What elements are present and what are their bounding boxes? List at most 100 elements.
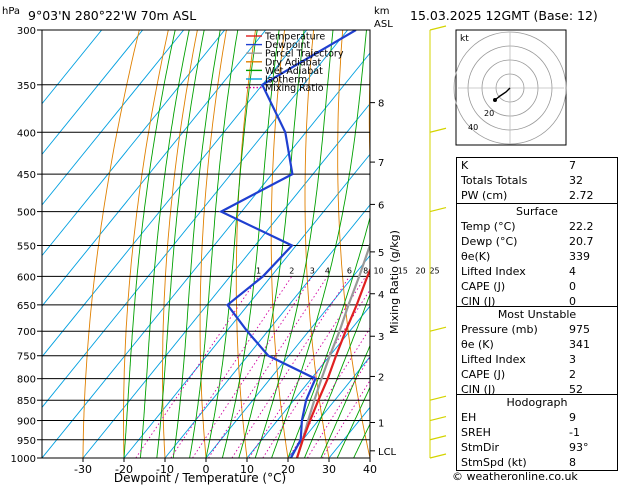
height-tick-label: 8 — [378, 99, 384, 110]
surface-row: Lifted Index 4 — [461, 265, 576, 278]
profile-temperature — [295, 267, 370, 458]
most-unstable-table: Most Unstable Pressure (mb) 975 θe (K) 341… — [456, 306, 618, 398]
isotherm-line — [205, 254, 370, 458]
hodograph-point — [493, 98, 497, 102]
wind-barb — [429, 453, 447, 459]
isotherm-line — [42, 30, 144, 156]
hodograph: kt 20 40 — [453, 29, 567, 146]
pressure-tick-label: 700 — [17, 327, 36, 338]
wet-adiabat-line — [320, 344, 370, 458]
pressure-tick-label: 900 — [17, 417, 36, 428]
hodograph-unit-label: kt — [460, 34, 469, 44]
height-tick-label: LCL — [378, 447, 397, 458]
temperature-tick-label: 10 — [240, 463, 254, 476]
hodograph-row: StmSpd (kt) 8 — [461, 456, 576, 469]
height-tick-label: 7 — [378, 158, 384, 169]
dry-adiabat-line — [235, 30, 256, 458]
wind-barb — [429, 25, 447, 31]
mixing-ratio-label: 6 — [347, 266, 352, 275]
mixing-ratio-line — [208, 276, 328, 458]
wet-adiabat-line — [303, 293, 370, 458]
sounding-profiles — [218, 30, 370, 458]
height-tick-label: 4 — [378, 290, 384, 301]
mixing-ratio-label: 1 — [256, 266, 261, 275]
legend-label: Isotherm — [265, 75, 307, 86]
most-unstable-title: Most Unstable — [497, 308, 577, 321]
most-unstable-row: CIN (J) 52 — [461, 383, 583, 396]
pressure-tick-label: 450 — [17, 170, 36, 181]
temperature-tick-label: 40 — [363, 463, 377, 476]
height-tick-label: 3 — [378, 332, 384, 343]
height-unit-label-2: ASL — [374, 19, 393, 30]
temperature-tick-label: -20 — [115, 463, 133, 476]
temperature-tick-label: 20 — [281, 463, 295, 476]
height-tick-label: 5 — [378, 248, 384, 259]
dry-adiabat-line — [162, 30, 198, 458]
mixing-ratio-label: 4 — [325, 266, 330, 275]
hodograph-trace — [494, 87, 511, 101]
pressure-axis: 300 350 400 450 500 550 600 650 700 750 800 850 900 9… — [11, 26, 42, 465]
hodograph-ring-label: 20 — [484, 109, 494, 118]
wind-barb — [429, 435, 447, 441]
pressure-tick-label: 800 — [17, 375, 36, 386]
height-tick-label: 6 — [378, 200, 384, 211]
isotherm-line — [42, 30, 267, 307]
isotherm-line — [164, 204, 370, 458]
height-axis: 8 7 6 5 4 3 2 1 LCL — [370, 99, 397, 458]
dry-adiabat-line — [400, 30, 452, 458]
mixing-ratio-line — [231, 276, 350, 458]
pressure-tick-label: 350 — [17, 81, 36, 92]
mixing-ratio-label: 25 — [429, 266, 439, 275]
mixing-ratio-line — [321, 379, 370, 458]
isotherm-line — [42, 30, 226, 257]
most-unstable-row: Pressure (mb) 975 — [461, 323, 590, 336]
wet-adiabat-line — [271, 30, 367, 458]
legend-label: Dewpoint — [265, 40, 310, 51]
pressure-tick-label: 850 — [17, 396, 36, 407]
temperature-tick-label: 0 — [203, 463, 210, 476]
legend-label: Wet Adiabat — [265, 66, 323, 77]
mixing-ratio-line — [248, 276, 367, 458]
temperature-tick-label: -30 — [74, 463, 92, 476]
wet-adiabat-line — [139, 30, 190, 458]
legend-label: Parcel Trajectory — [265, 49, 344, 60]
x-axis-label: Dewpoint / Temperature (°C) — [114, 471, 286, 485]
mixing-ratio-label: 10 — [374, 266, 384, 275]
isotherm-line — [42, 30, 185, 206]
hodograph-row: StmDir 93° — [461, 441, 589, 454]
temperature-axis: -30 -20 -10 0 10 20 30 40 — [74, 458, 377, 476]
datetime-title: 15.03.2025 12GMT (Base: 12) — [410, 8, 598, 23]
copyright-text: © weatheronline.co.uk — [452, 470, 578, 483]
dry-adiabat-line — [337, 30, 370, 458]
mixing-ratio-labels: 1 2 3 4 6 8 10 15 20 25 — [256, 266, 440, 275]
mixing-ratio-label: 2 — [289, 266, 294, 275]
surface-row: θe(K) 339 — [461, 250, 590, 263]
mixing-ratio-label: 15 — [398, 266, 408, 275]
hodograph-table: Hodograph EH 9 SREH -1 StmDir 93° StmSpd (k… — [456, 394, 618, 471]
most-unstable-row: Lifted Index 3 — [461, 353, 576, 366]
location-title: 9°03'N 280°22'W 70m ASL — [28, 8, 196, 23]
most-unstable-row: CAPE (J) 2 — [461, 368, 576, 381]
wind-barb — [429, 326, 447, 332]
isotherm-line — [246, 305, 370, 458]
surface-row: Dewp (°C) 20.7 — [461, 235, 594, 248]
plot-area — [42, 30, 452, 458]
mixing-ratio-line — [170, 276, 293, 458]
surface-table: Surface Temp (°C) 22.2 Dewp (°C) 20.7 θe(K… — [456, 203, 618, 310]
legend-label: Mixing Ratio — [265, 83, 324, 94]
index-row: PW (cm) 2.72 — [461, 189, 594, 202]
profile-dewpoint — [218, 30, 357, 458]
pressure-tick-label: 300 — [17, 26, 36, 37]
wind-barb — [429, 415, 447, 422]
isotherm-line — [287, 356, 370, 458]
isotherm-line — [42, 30, 103, 105]
mixing-ratio-axis-label: Mixing Ratio (g/kg) — [388, 230, 401, 334]
mixing-ratio-label: 3 — [310, 266, 315, 275]
profile-parcel-trajectory — [295, 241, 370, 458]
pressure-tick-label: 500 — [17, 208, 36, 219]
height-tick-label: 2 — [378, 372, 384, 383]
isotherm-line — [42, 30, 308, 358]
